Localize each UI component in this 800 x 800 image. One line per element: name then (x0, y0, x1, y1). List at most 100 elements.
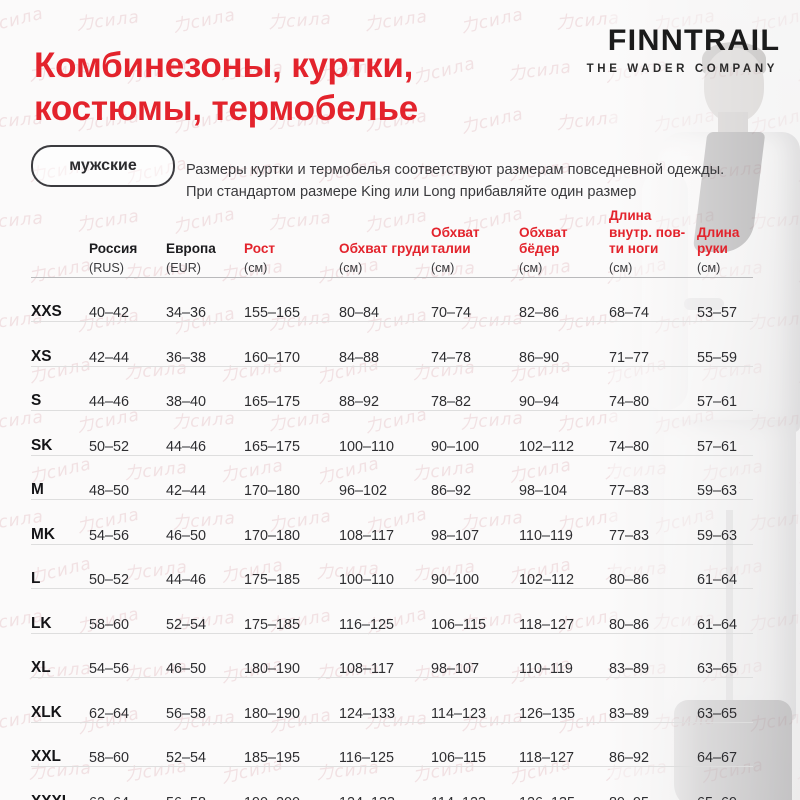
page-title: Комбинезоны, куртки, костюмы, термобелье (34, 45, 594, 130)
watermark-text: 力сила (795, 52, 800, 86)
column-header-label: Обхват бёдер (519, 224, 568, 257)
cell-arm: 64–67 (697, 750, 738, 767)
size-table: Россия (RUS) Европа (EUR) Рост (см) Обхват гру… (31, 208, 753, 800)
cell-size: SK (31, 436, 53, 454)
cell-rost: 160–170 (244, 349, 301, 366)
watermark-text: 力сила (458, 0, 525, 38)
gender-badge[interactable]: мужские (31, 145, 175, 187)
cell-rost: 175–185 (244, 616, 301, 633)
table-row: MK 54–56 46–50 170–180 108–117 98–107 110–119 7… (31, 499, 753, 545)
cell-rus: 54–56 (89, 661, 130, 678)
cell-inseam: 80–86 (609, 616, 650, 633)
cell-chest: 116–125 (339, 750, 394, 767)
table-row: XXXL62–6456–58190–200124–133114–123126–1… (31, 766, 753, 800)
watermark-text: 力сила (747, 502, 800, 535)
cell-inseam: 74–80 (609, 394, 650, 411)
table-row: LK 58–60 52–54 175–185 116–125 106–115 118–127… (31, 588, 753, 634)
cell-size: XXXL (31, 767, 89, 800)
cell-rost: 175–185 (244, 572, 301, 589)
table-row: M 48–50 42–44 170–180 96–102 86–92 98–104 77–83… (31, 455, 753, 500)
cell-arm: 57–61 (697, 438, 738, 455)
cell-rus: 58–60 (89, 750, 130, 767)
watermark-text: 力сила (747, 204, 800, 233)
cell-eur: 44–46 (166, 438, 207, 455)
cell-chest: 124–133 (339, 705, 396, 722)
cell-arm: 57–61 (697, 394, 738, 411)
cell-chest: 100–110 (339, 572, 394, 589)
cell-size: XXS (31, 303, 62, 321)
watermark-text: 力сила (363, 2, 429, 36)
cell-rus: 42–44 (89, 349, 130, 366)
brand-tagline: THE WADER COMPANY (586, 63, 778, 75)
brand-name: FINNTRAIL (607, 24, 780, 57)
cell-hip: 110–119 (519, 661, 573, 678)
cell-chest: 96–102 (339, 483, 388, 500)
cell-eur: 38–40 (166, 394, 207, 411)
watermark-text: 力сила (746, 99, 800, 139)
cell-inseam: 86–92 (609, 750, 650, 767)
cell-waist: 90–100 (431, 572, 480, 589)
cell-size: L (31, 570, 41, 588)
table-row: XS 42–44 36–38 160–170 84–88 74–78 86–90 71–77 5… (31, 321, 753, 367)
column-header-eur: Европа (EUR) (166, 208, 244, 277)
column-header-unit: (см) (609, 261, 633, 276)
cell-arm: 65–69 (697, 767, 753, 800)
size-table-head: Россия (RUS) Европа (EUR) Рост (см) Обхват гру… (31, 208, 753, 278)
watermark-text: 力сила (170, 0, 237, 37)
column-header-arm: Длина руки (см) (697, 208, 753, 277)
cell-chest: 100–110 (339, 438, 394, 455)
brand-logo: FINNTRAIL THE WADER COMPANY (586, 24, 780, 75)
cell-inseam: 71–77 (609, 349, 650, 366)
column-header-inseam: Длина внутр. пов-ти ноги (см) (609, 208, 697, 277)
cell-waist: 70–74 (431, 305, 472, 322)
watermark-text: 力сила (75, 2, 141, 35)
cell-rus: 48–50 (89, 483, 130, 500)
cell-chest: 108–117 (339, 661, 394, 678)
cell-eur: 36–38 (166, 349, 207, 366)
column-header-size (31, 208, 89, 277)
size-table-body: XXS 40–42 34–36 155–165 80–84 70–74 82–86 68–74… (31, 277, 753, 800)
cell-rost: 185–195 (244, 750, 301, 767)
cell-rus: 44–46 (89, 394, 130, 411)
cell-waist: 86–92 (431, 483, 472, 500)
column-header-unit: (EUR) (166, 261, 201, 276)
cell-hip: 126–135 (519, 767, 609, 800)
cell-inseam: 89–95 (609, 767, 697, 800)
cell-hip: 110–119 (519, 527, 573, 544)
cell-size: XL (31, 659, 51, 677)
cell-eur: 42–44 (166, 483, 207, 500)
cell-hip: 98–104 (519, 483, 568, 500)
column-header-unit: (см) (431, 261, 455, 276)
column-header-chest: Обхват груди (см) (339, 208, 431, 277)
cell-chest: 84–88 (339, 349, 380, 366)
cell-hip: 118–127 (519, 750, 574, 767)
cell-waist: 114–123 (431, 705, 486, 722)
cell-rost: 165–175 (244, 394, 301, 411)
watermark-text: 力сила (794, 649, 800, 689)
cell-size: LK (31, 614, 52, 632)
cell-rus: 54–56 (89, 527, 130, 544)
intro-text: Размеры куртки и термобелья соответствую… (186, 161, 725, 200)
column-header-unit: (см) (339, 261, 363, 276)
cell-chest: 80–84 (339, 305, 380, 322)
cell-hip: 86–90 (519, 349, 560, 366)
cell-rus: 62–64 (89, 767, 166, 800)
cell-size: XS (31, 347, 52, 365)
cell-eur: 52–54 (166, 750, 207, 767)
cell-chest: 88–92 (339, 394, 380, 411)
cell-inseam: 77–83 (609, 527, 650, 544)
cell-eur: 56–58 (166, 705, 207, 722)
table-row: L 50–52 44–46 175–185 100–110 90–100 102–112 80… (31, 544, 753, 589)
watermark-text: 力сила (746, 701, 800, 736)
cell-hip: 90–94 (519, 394, 560, 411)
cell-waist: 98–107 (431, 527, 480, 544)
cell-inseam: 77–83 (609, 483, 650, 500)
cell-waist: 90–100 (431, 438, 480, 455)
cell-rost: 170–180 (244, 527, 301, 544)
cell-size: M (31, 481, 44, 499)
column-header-unit: (см) (697, 261, 721, 276)
table-row: SK 50–52 44–46 165–175 100–110 90–100 102–112 7… (31, 410, 753, 456)
cell-rost: 165–175 (244, 438, 301, 455)
table-header-row: Россия (RUS) Европа (EUR) Рост (см) Обхват гру… (31, 208, 753, 278)
cell-arm: 61–64 (697, 572, 738, 589)
